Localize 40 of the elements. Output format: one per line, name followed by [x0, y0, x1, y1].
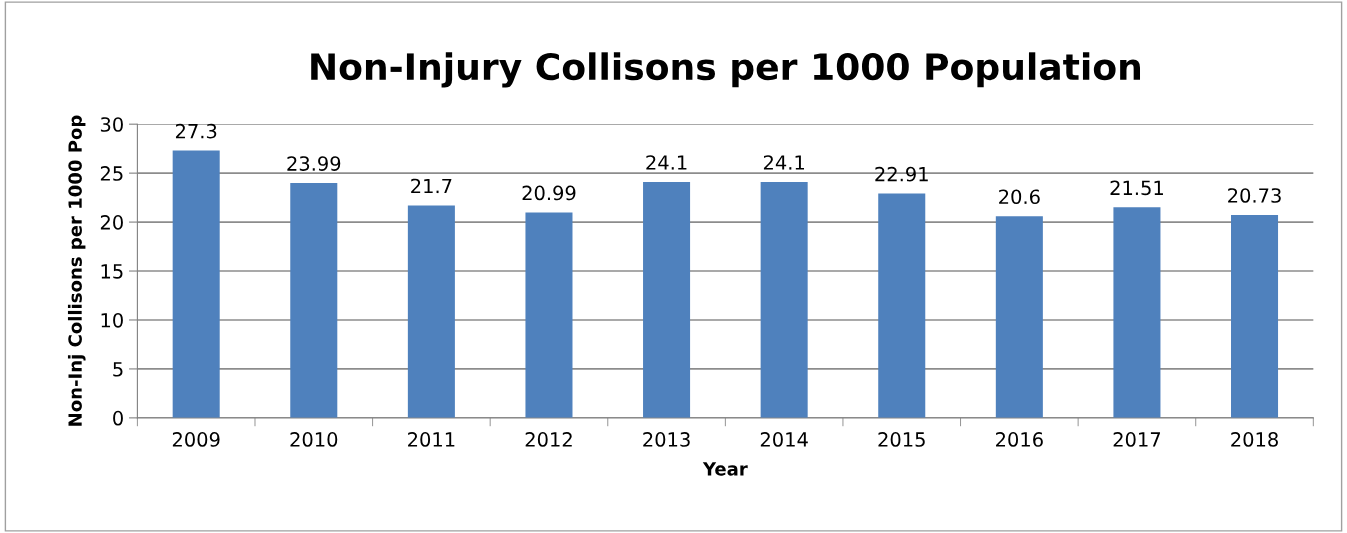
- x-tick-label: 2010: [290, 432, 338, 447]
- data-label: 21.7: [411, 178, 452, 194]
- chart-title: Non-Injury Collisons per 1000 Population: [311, 52, 1141, 88]
- data-label: 20.73: [1228, 188, 1281, 203]
- y-tick-label: 15: [101, 264, 123, 279]
- data-label: 21.51: [1110, 180, 1163, 196]
- bar: [172, 150, 220, 418]
- data-label: 27.3: [175, 123, 217, 139]
- bar: [1231, 214, 1279, 418]
- y-tick-label: 25: [100, 166, 123, 181]
- x-tick-label: 2015: [878, 432, 925, 447]
- y-tick-label: 0: [113, 410, 123, 426]
- bar: [643, 181, 691, 418]
- y-tick-label: 20: [100, 215, 123, 230]
- y-axis-title: Non-Inj Collisons per 1000 Pop: [67, 115, 86, 426]
- bar: [760, 181, 808, 418]
- x-tick-label: 2014: [760, 432, 808, 447]
- x-tick-label: 2012: [525, 432, 572, 447]
- bar: [878, 193, 926, 418]
- data-label: 24.1: [763, 155, 805, 170]
- x-tick-label: 2018: [1231, 432, 1278, 447]
- bar: [995, 216, 1043, 418]
- x-tick-label: 2016: [996, 432, 1043, 447]
- x-tick-label: 2017: [1113, 432, 1161, 447]
- data-label: 22.91: [875, 166, 928, 182]
- x-axis-title: Year: [702, 462, 748, 476]
- bar: [290, 183, 338, 418]
- bar: [1113, 207, 1161, 418]
- data-label: 24.1: [646, 155, 687, 170]
- x-tick-label: 2011: [408, 432, 455, 447]
- y-tick-label: 5: [113, 362, 123, 377]
- bar: [407, 205, 455, 418]
- x-tick-label: 2013: [643, 432, 690, 447]
- y-tick-label: 10: [101, 312, 123, 328]
- data-label: 20.6: [999, 189, 1040, 205]
- bar: [525, 212, 573, 418]
- x-tick-label: 2009: [172, 432, 220, 447]
- y-tick-label: 30: [100, 117, 123, 132]
- data-label: 23.99: [287, 156, 341, 171]
- data-label: 20.99: [522, 185, 576, 201]
